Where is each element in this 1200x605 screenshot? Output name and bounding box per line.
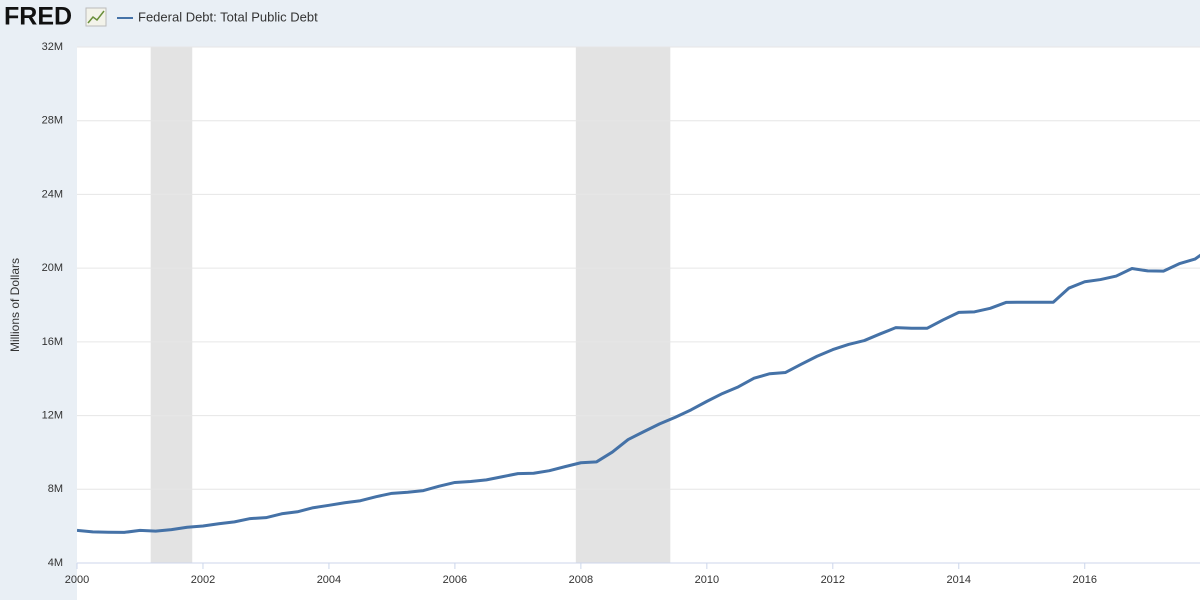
brand-logo[interactable]: FRED: [4, 3, 72, 31]
y-tick-label: 16M: [42, 336, 63, 348]
y-tick-label: 12M: [42, 409, 63, 421]
recession-band: [575, 47, 671, 563]
y-axis-title: Millions of Dollars: [8, 258, 22, 352]
y-tick-label: 32M: [42, 41, 63, 53]
x-axis-area: [77, 563, 1200, 600]
x-tick-label: 2002: [191, 574, 215, 586]
x-tick-label: 2008: [569, 574, 593, 586]
y-tick-label: 4M: [48, 557, 63, 569]
y-tick-label: 8M: [48, 483, 63, 495]
x-tick-label: 2016: [1072, 574, 1096, 586]
x-tick-label: 2004: [317, 574, 341, 586]
x-tick-label: 2000: [65, 574, 89, 586]
legend-label[interactable]: Federal Debt: Total Public Debt: [138, 9, 318, 24]
y-tick-label: 20M: [42, 262, 63, 274]
recession-band: [150, 47, 193, 563]
x-tick-label: 2006: [443, 574, 467, 586]
x-tick-label: 2010: [695, 574, 719, 586]
data-line: [77, 253, 1200, 534]
x-tick-label: 2012: [821, 574, 845, 586]
y-tick-label: 24M: [42, 188, 63, 200]
logo-icon: [85, 7, 107, 27]
x-tick-label: 2014: [947, 574, 971, 586]
y-tick-label: 28M: [42, 115, 63, 127]
